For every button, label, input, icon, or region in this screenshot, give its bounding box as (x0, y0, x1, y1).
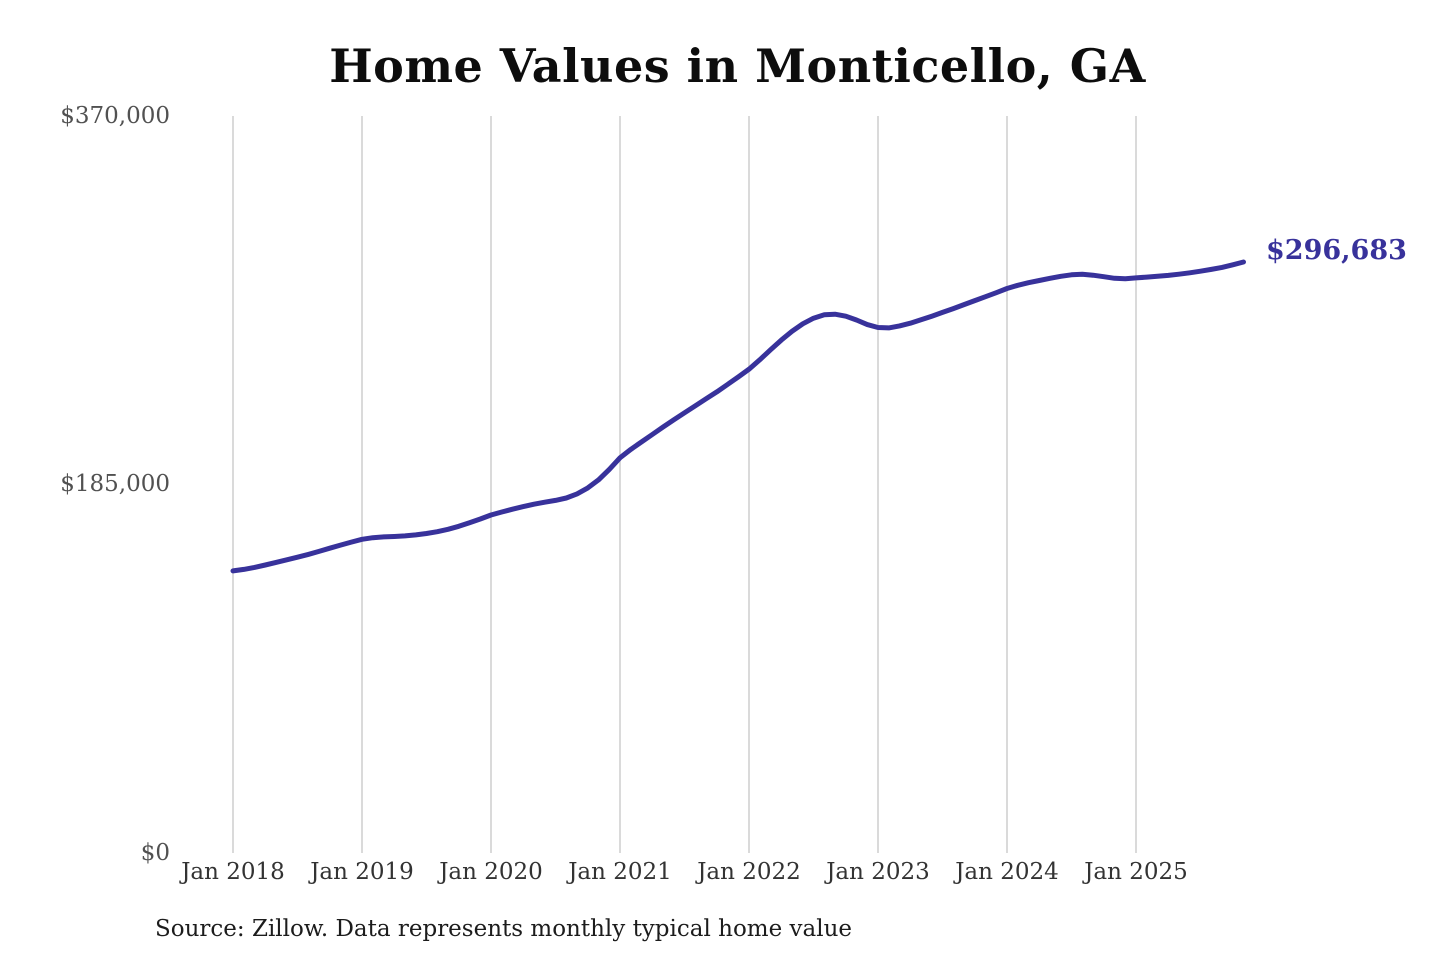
latest-value-label: $296,683 (1266, 235, 1407, 266)
chart-title: Home Values in Monticello, GA (329, 39, 1146, 93)
y-axis-tick-185000: $185,000 (60, 471, 170, 497)
x-axis-tick-label: Jan 2020 (439, 859, 543, 885)
x-axis-tick-label: Jan 2019 (310, 859, 414, 885)
x-axis-tick-label: Jan 2023 (826, 859, 930, 885)
x-axis-tick-label: Jan 2024 (955, 859, 1059, 885)
y-axis-tick-370000: $370,000 (60, 103, 170, 129)
x-axis-tick-label: Jan 2022 (697, 859, 801, 885)
y-axis-tick-0: $0 (140, 840, 170, 866)
x-axis-tick-label: Jan 2025 (1084, 859, 1188, 885)
x-axis-tick-label: Jan 2018 (181, 859, 285, 885)
source-note: Source: Zillow. Data represents monthly … (155, 916, 853, 942)
x-axis-tick-label: Jan 2021 (568, 859, 672, 885)
home-value-line (230, 259, 1246, 574)
